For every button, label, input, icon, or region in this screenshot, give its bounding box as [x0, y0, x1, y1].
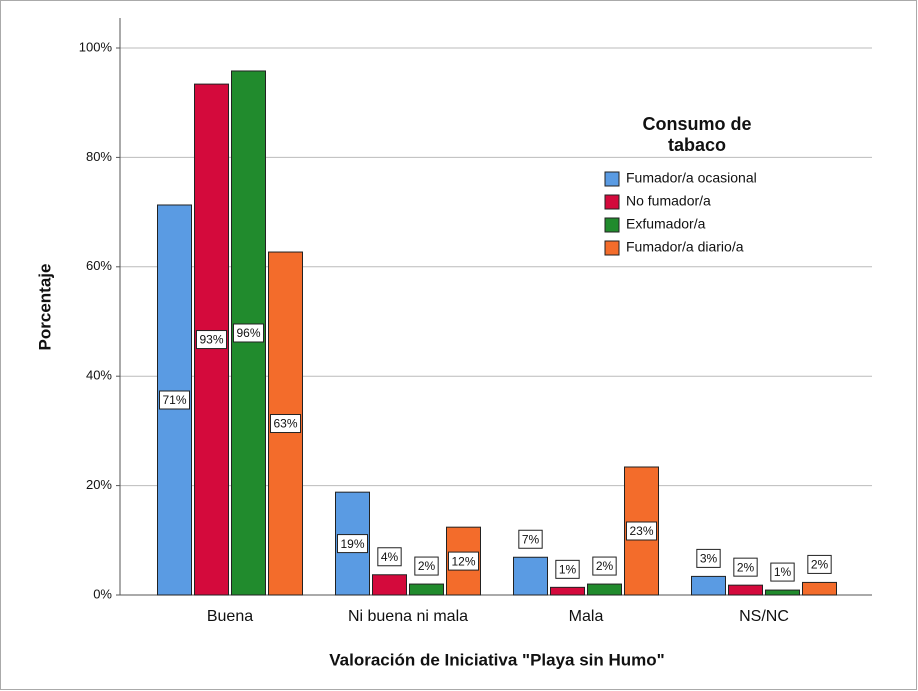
legend-swatch [604, 217, 620, 233]
y-tick-label: 60% [86, 258, 112, 273]
value-label-box [592, 556, 617, 576]
y-tick-label: 100% [79, 39, 113, 54]
value-label-box [770, 562, 795, 582]
value-label-box [696, 548, 721, 568]
value-label-box [336, 534, 369, 554]
y-tick-label: 0% [93, 586, 112, 601]
value-label-box [377, 547, 402, 567]
value-label: 19% [340, 537, 364, 551]
x-tick-label: Buena [207, 608, 253, 625]
legend-swatch [604, 240, 620, 256]
value-label: 12% [451, 554, 475, 568]
bar [513, 556, 548, 596]
value-label: 2% [418, 559, 436, 573]
bar [728, 584, 763, 596]
legend-label: Exfumador/a [626, 216, 706, 232]
value-label: 93% [199, 333, 223, 347]
x-tick-label: Ni buena ni mala [348, 608, 468, 625]
value-label-box [807, 554, 832, 574]
value-label-box [232, 323, 265, 343]
y-tick-label: 80% [86, 149, 112, 164]
y-axis-title: Porcentaje [35, 264, 54, 351]
legend-swatch [604, 194, 620, 210]
value-label: 2% [596, 559, 614, 573]
value-label: 1% [774, 565, 792, 579]
legend-label: No fumador/a [626, 193, 711, 209]
bar [550, 586, 585, 596]
value-label: 23% [629, 524, 653, 538]
value-label-box [518, 529, 543, 549]
legend-label: Fumador/a ocasional [626, 170, 757, 186]
value-label: 1% [559, 563, 577, 577]
value-label: 7% [522, 532, 540, 546]
y-tick-label: 40% [86, 368, 112, 383]
legend-label: Fumador/a diario/a [626, 239, 744, 255]
value-label: 3% [700, 552, 718, 566]
value-label: 4% [381, 550, 399, 564]
value-label-box [195, 330, 228, 350]
legend-swatch [604, 171, 620, 187]
x-tick-label: NS/NC [739, 608, 789, 625]
value-label: 96% [236, 326, 260, 340]
value-label-box [625, 521, 658, 541]
value-label: 71% [162, 393, 186, 407]
legend-title: Consumo de tabaco [642, 114, 752, 155]
y-tick-label: 20% [86, 477, 112, 492]
bar [802, 581, 837, 596]
bar [409, 583, 444, 596]
value-label-box [269, 414, 302, 434]
value-label-box [414, 556, 439, 576]
value-label-box [555, 559, 580, 579]
value-label-box [158, 390, 191, 410]
value-label: 63% [273, 417, 297, 431]
bar [372, 574, 407, 596]
value-label-box [447, 551, 480, 571]
value-label-box [733, 557, 758, 577]
value-label: 2% [811, 558, 829, 572]
x-axis-title: Valoración de Iniciativa "Playa sin Humo… [329, 650, 664, 669]
bar [587, 583, 622, 596]
bar [691, 575, 726, 596]
value-label: 2% [737, 560, 755, 574]
x-tick-label: Mala [569, 608, 604, 625]
bar [765, 589, 800, 596]
